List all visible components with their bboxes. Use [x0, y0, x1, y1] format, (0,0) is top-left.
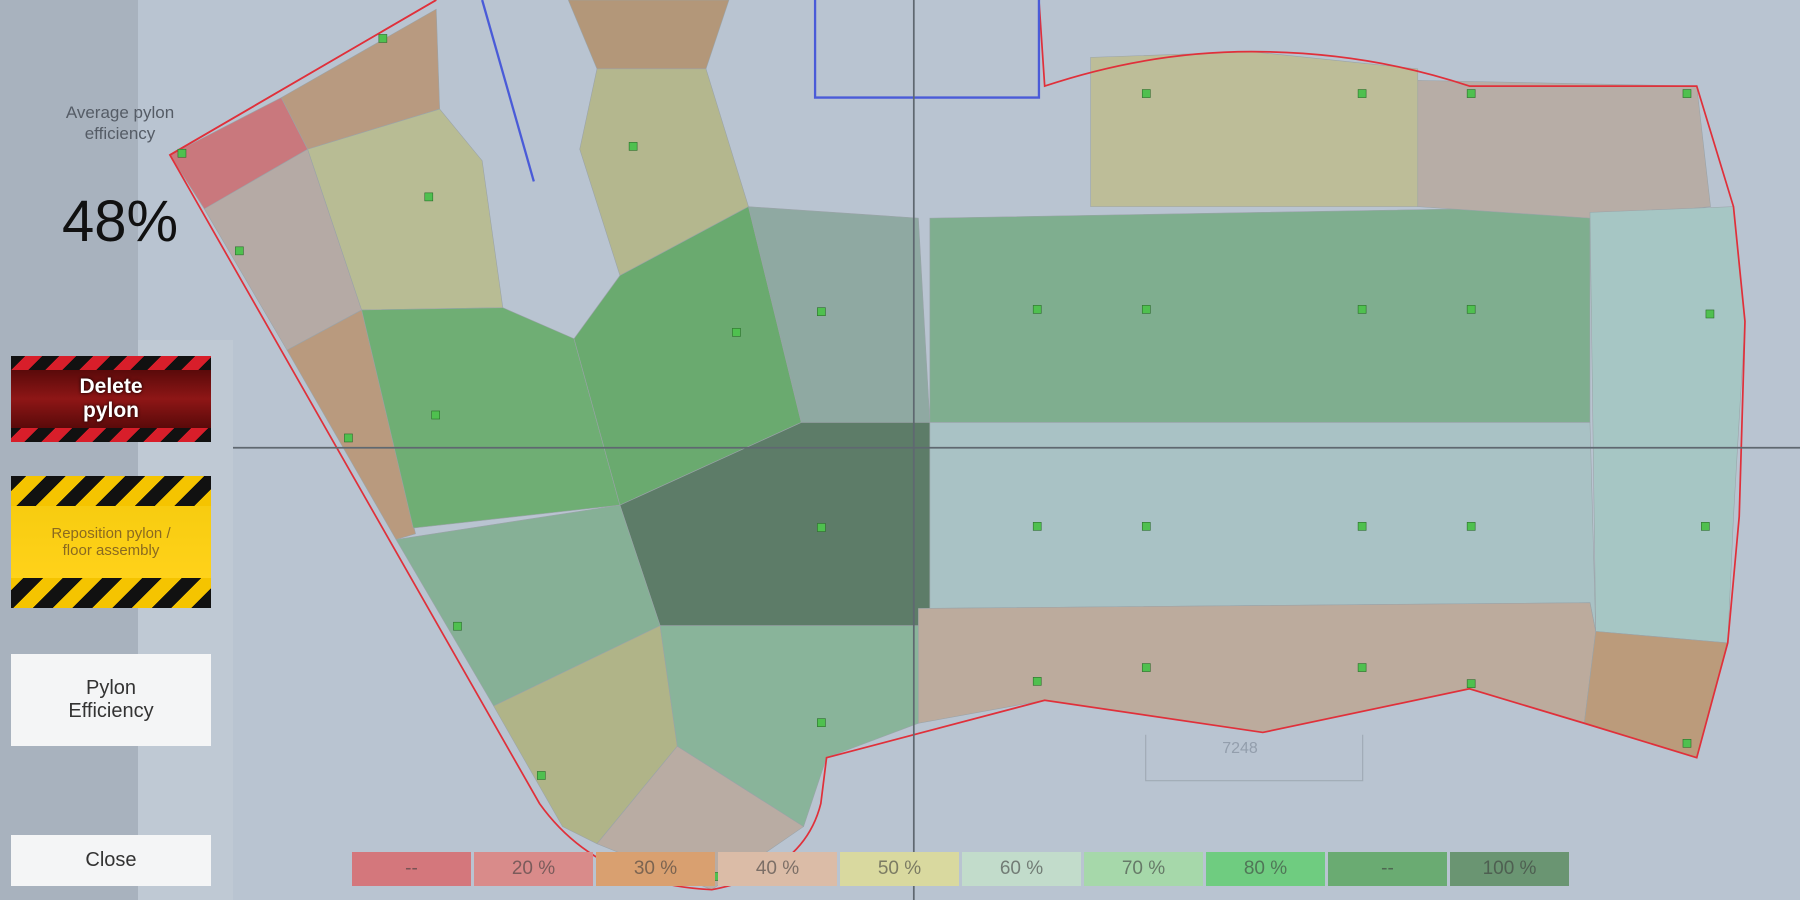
pylon: [1141, 522, 1151, 531]
pylon: [1701, 522, 1710, 531]
pylon: [1032, 305, 1042, 314]
close-button[interactable]: Close: [11, 835, 211, 886]
efficiency-button[interactable]: Pylon Efficiency: [11, 654, 211, 746]
pylon: [424, 192, 434, 202]
pylon: [817, 718, 826, 727]
pylon: [1357, 522, 1367, 531]
pylon: [1705, 309, 1715, 319]
dimension-label: 7248: [1222, 740, 1258, 757]
pylon: [1682, 89, 1692, 98]
zone: [1090, 51, 1419, 207]
side-panel: [138, 340, 233, 900]
delete-button[interactable]: Delete pylon: [11, 356, 211, 442]
legend-item: 100 %: [1450, 852, 1569, 886]
zone: [918, 602, 1597, 733]
pylon: [817, 523, 826, 532]
legend-item: 70 %: [1084, 852, 1203, 886]
legend-item: 80 %: [1206, 852, 1325, 886]
zones: [169, 0, 1746, 891]
pylon: [1357, 89, 1367, 98]
legend-item: --: [1328, 852, 1447, 886]
zone: [929, 422, 1597, 632]
legend-item: 40 %: [718, 852, 837, 886]
zone: [1417, 80, 1711, 219]
pylon: [378, 34, 388, 43]
legend-item: 50 %: [840, 852, 959, 886]
pylon: [1466, 305, 1476, 314]
legend-item: --: [352, 852, 471, 886]
pylon: [536, 771, 546, 780]
pylon: [177, 148, 187, 158]
legend-item: 20 %: [474, 852, 593, 886]
dimension-line: [1145, 734, 1364, 782]
pylon: [732, 328, 741, 337]
zone: [286, 309, 416, 540]
legend: -- 20 % 30 % 40 % 50 % 60 % 70 % 80 % -- 100 %: [352, 852, 1569, 886]
pylon: [1466, 679, 1476, 688]
zone: [1583, 631, 1729, 759]
legend-item: 30 %: [596, 852, 715, 886]
pylon: [344, 433, 353, 443]
pylon: [431, 410, 440, 420]
pylon: [1141, 305, 1151, 314]
pylon: [1032, 677, 1042, 686]
side-panel: [0, 0, 138, 900]
pylon: [817, 307, 826, 316]
pylons: [177, 34, 1715, 881]
average-label: Average pylon efficiency: [65, 103, 175, 143]
pylon: [453, 621, 462, 631]
wall-line: [481, 0, 535, 182]
pylon: [235, 246, 244, 256]
pylon: [1141, 89, 1151, 98]
pylon: [1032, 522, 1042, 531]
zone: [929, 206, 1591, 423]
zone: [567, 0, 730, 70]
pylon: [628, 142, 638, 151]
legend-item: 60 %: [962, 852, 1081, 886]
reposition-button[interactable]: Reposition pylon / floor assembly: [11, 476, 211, 608]
pylon: [1466, 522, 1476, 531]
pylon: [1357, 663, 1367, 672]
average-value: 48%: [61, 189, 179, 254]
pylon: [1357, 305, 1367, 314]
pylon: [1141, 663, 1151, 672]
zone: [1589, 206, 1746, 644]
pylon: [1466, 89, 1476, 98]
wall-line: [813, 0, 1041, 99]
pylon: [1682, 739, 1692, 748]
zone: [307, 108, 504, 311]
